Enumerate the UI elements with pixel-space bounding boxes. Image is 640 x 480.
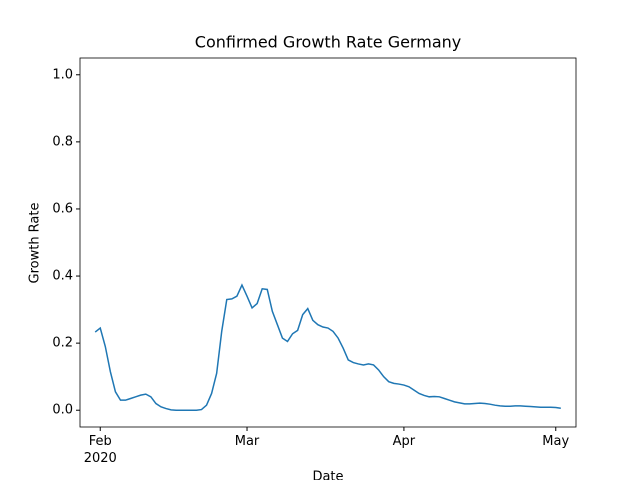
- chart-title: Confirmed Growth Rate Germany: [195, 33, 461, 52]
- plot-frame: [79, 57, 577, 428]
- y-tick-label: 1.0: [52, 67, 73, 82]
- y-tick-label: 0.2: [52, 336, 73, 351]
- y-axis-label: Growth Rate: [28, 203, 43, 284]
- y-tick-label: 0.8: [52, 134, 73, 149]
- x-axis-label: Date: [312, 470, 343, 480]
- x-tick-label: Mar: [234, 434, 260, 449]
- data-line: [94, 283, 561, 411]
- x-tick-label: Apr: [392, 434, 416, 449]
- x-tick-label: May: [542, 434, 570, 449]
- y-tick-label: 0.6: [52, 201, 73, 216]
- y-tick-label: 0.4: [52, 269, 73, 284]
- x-tick-label: Feb 2020: [83, 434, 117, 466]
- y-tick-label: 0.0: [52, 403, 73, 418]
